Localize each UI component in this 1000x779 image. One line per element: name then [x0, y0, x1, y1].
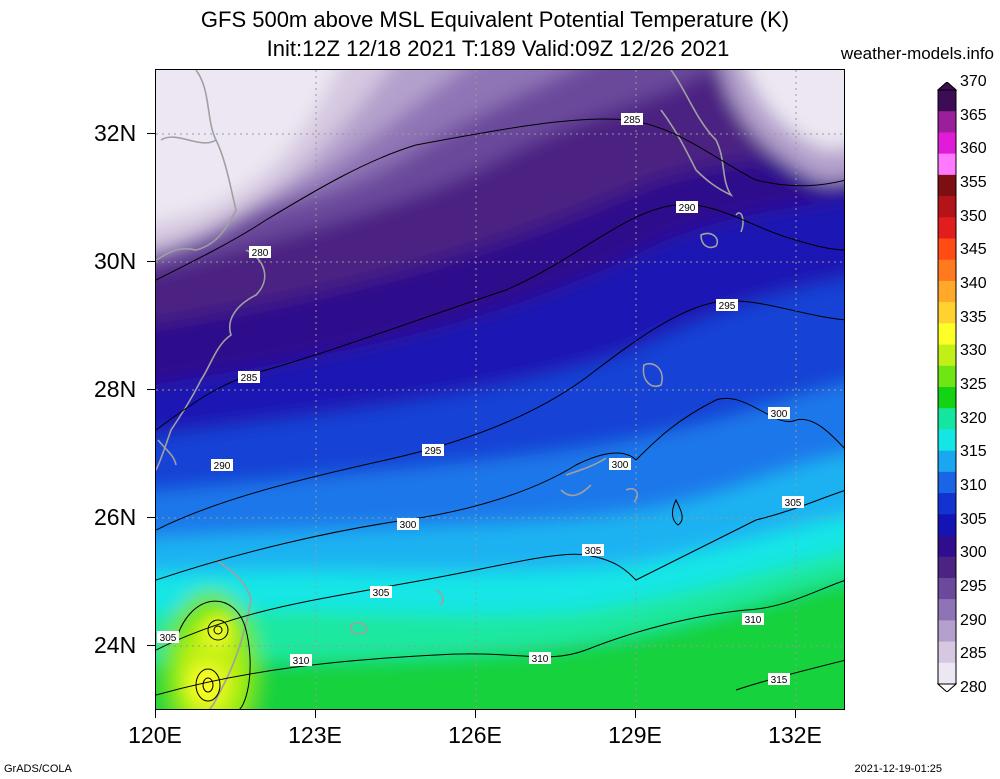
- colorbar-swatch: [938, 344, 956, 367]
- lon-label: 132E: [768, 722, 822, 748]
- contour-label: 305: [160, 633, 177, 644]
- lat-label: 26N: [94, 504, 137, 530]
- colorbar-swatch: [938, 450, 956, 473]
- colorbar-swatch: [938, 387, 956, 409]
- contour-label: 315: [771, 675, 788, 686]
- colorbar-label: 350: [960, 207, 987, 225]
- map-subtitle: Init:12Z 12/18 2021 T:189 Valid:09Z 12/2…: [266, 36, 730, 61]
- colorbar-swatch: [938, 577, 956, 600]
- lat-label: 30N: [94, 248, 137, 274]
- colorbar-max-arrow: [937, 82, 957, 91]
- colorbar-swatch: [938, 217, 956, 239]
- colorbar-swatch: [938, 641, 956, 664]
- contour-label: 310: [745, 615, 762, 626]
- footer-credit: GrADS/COLA: [4, 763, 72, 775]
- colorbar-swatch: [938, 599, 956, 621]
- colorbar-swatch: [938, 429, 956, 452]
- colorbar-swatch: [938, 111, 956, 133]
- map-title: GFS 500m above MSL Equivalent Potential …: [200, 7, 790, 32]
- colorbar-swatch: [938, 620, 956, 643]
- colorbar-swatch: [938, 153, 956, 176]
- colorbar-swatch: [938, 280, 956, 303]
- colorbar-swatch: [938, 662, 956, 685]
- lon-label: 126E: [448, 722, 502, 748]
- graticule: [156, 70, 844, 709]
- lon-label: 120E: [128, 722, 182, 748]
- colorbar-swatch: [938, 259, 956, 282]
- lat-tick: [147, 133, 155, 134]
- colorbar-swatch: [938, 196, 956, 218]
- colorbar-label: 370: [960, 73, 987, 90]
- colorbar-swatch: [938, 174, 956, 197]
- colorbar-swatch: [938, 365, 956, 388]
- colorbar-label: 290: [960, 611, 987, 629]
- colorbar-label: 295: [960, 578, 987, 595]
- lat-tick: [147, 389, 155, 390]
- contour-label: 310: [293, 656, 310, 667]
- lon-tick: [315, 710, 316, 718]
- lon-label: 129E: [608, 722, 662, 748]
- lat-tick: [147, 645, 155, 646]
- colorbar-swatch: [938, 238, 956, 261]
- colorbar-label: 315: [960, 443, 987, 461]
- contour-label: 305: [585, 546, 602, 557]
- colorbar-label: 335: [960, 308, 987, 326]
- lat-label: 24N: [94, 632, 137, 658]
- contour-label: 300: [612, 460, 629, 471]
- colorbar-label: 280: [960, 679, 987, 696]
- colorbar-label: 360: [960, 140, 987, 158]
- contour-label: 280: [252, 248, 269, 259]
- colorbar-min-arrow: [937, 683, 957, 692]
- contour-label: 310: [532, 654, 549, 665]
- lon-label: 123E: [288, 722, 342, 748]
- lat-tick: [147, 517, 155, 518]
- colorbar-swatch: [938, 471, 956, 494]
- colorbar-label: 325: [960, 376, 987, 393]
- colorbar-swatch: [938, 302, 956, 324]
- lon-tick: [795, 710, 796, 718]
- colorbar-label: 365: [960, 106, 987, 124]
- contour-labels: 280 285 285 290 290 295 295 300 300 300 …: [157, 113, 804, 686]
- colorbar-label: 300: [960, 544, 987, 562]
- colorbar-swatch: [938, 408, 956, 430]
- colorbar-label: 310: [960, 477, 987, 494]
- colorbar: [937, 82, 957, 692]
- lat-label: 32N: [94, 120, 137, 146]
- colorbar-label: 305: [960, 510, 987, 528]
- lon-tick: [635, 710, 636, 718]
- contour-label: 295: [719, 301, 736, 312]
- colorbar-label: 330: [960, 342, 987, 360]
- contour-label: 290: [214, 461, 231, 472]
- colorbar-label: 320: [960, 409, 987, 427]
- lat-tick: [147, 261, 155, 262]
- colorbar-swatch: [938, 535, 956, 558]
- colorbar-label: 340: [960, 275, 987, 292]
- contour-label: 300: [400, 520, 417, 531]
- contour-label: 295: [425, 446, 442, 457]
- footer-timestamp: 2021-12-19-01:25: [854, 763, 942, 775]
- contour-label: 300: [771, 409, 788, 420]
- lon-tick: [475, 710, 476, 718]
- map-field: 280 285 285 290 290 295 295 300 300 300 …: [156, 70, 844, 709]
- colorbar-label: 285: [960, 645, 987, 663]
- colorbar-label: 345: [960, 241, 987, 259]
- contour-label: 285: [241, 373, 258, 384]
- colorbar-swatch: [938, 323, 956, 346]
- lat-label: 28N: [94, 376, 137, 402]
- contour-label: 285: [624, 115, 641, 126]
- lon-tick: [155, 710, 156, 718]
- filled-bands: [156, 70, 844, 709]
- contour-label: 290: [679, 203, 696, 214]
- colorbar-swatch: [938, 514, 956, 536]
- contour-label: 305: [785, 498, 802, 509]
- colorbar-swatch: [938, 90, 956, 112]
- map-panel: 280 285 285 290 290 295 295 300 300 300 …: [155, 69, 845, 710]
- source-site: weather-models.info: [840, 44, 994, 63]
- colorbar-swatch: [938, 132, 956, 155]
- coastlines: [156, 70, 744, 709]
- colorbar-swatch: [938, 493, 956, 515]
- contour-label: 305: [373, 588, 390, 599]
- colorbar-swatch: [938, 556, 956, 579]
- colorbar-label: 355: [960, 174, 987, 191]
